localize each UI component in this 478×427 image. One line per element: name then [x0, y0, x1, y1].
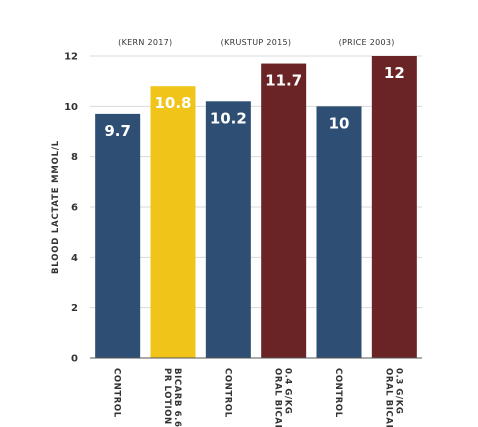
value-labels: 9.7 10.8 10.2 11.7 10 12: [104, 64, 404, 140]
category-label: ORAL BICARB: [383, 368, 393, 427]
y-tick-label: 4: [71, 253, 78, 264]
category-label: CONTROL: [222, 368, 232, 418]
category-label: ORAL BICARB: [273, 368, 283, 427]
bar: [261, 63, 307, 359]
y-tick-label: 0: [71, 354, 78, 365]
y-tick-label: 6: [71, 203, 78, 214]
category-label: CONTROL: [333, 368, 343, 418]
data-label: 12: [384, 64, 405, 82]
category-label: 0.4 G/KG: [283, 368, 293, 414]
data-label: 9.7: [104, 122, 131, 140]
data-label: 10.2: [210, 109, 247, 127]
data-label: 10.8: [154, 94, 191, 112]
category-label: 0.3 G/KG: [393, 368, 403, 414]
bar: [205, 101, 251, 359]
grid-lines: [90, 55, 422, 309]
y-tick-label: 8: [71, 152, 78, 163]
category-label: BICARB 6.6 G: [172, 368, 182, 427]
category-label: PR LOTION: [162, 368, 172, 425]
y-tick-label: 2: [71, 303, 78, 314]
y-tick-label: 12: [64, 52, 78, 63]
study-labels: (KERN 2017) (KRUSTUP 2015) (PRICE 2003): [118, 38, 395, 47]
bar: [150, 86, 196, 358]
category-labels: CONTROL PR LOTION BICARB 6.6 G CONTROL ORAL …: [112, 368, 404, 427]
study-label: (KRUSTUP 2015): [221, 38, 292, 47]
category-label: CONTROL: [112, 368, 122, 418]
study-label: (KERN 2017): [118, 38, 172, 47]
y-axis-title: BLOOD LACTATE MMOL/L: [51, 140, 61, 274]
bar: [371, 56, 417, 358]
study-label: (PRICE 2003): [339, 38, 395, 47]
y-tick-label: 10: [64, 102, 78, 113]
bar: [316, 106, 362, 358]
bar: [95, 113, 141, 358]
data-label: 10: [329, 114, 350, 132]
data-label: 11.7: [265, 72, 302, 90]
bars: [95, 56, 417, 359]
y-axis-ticks: 0 2 4 6 8 10 12: [64, 52, 78, 365]
